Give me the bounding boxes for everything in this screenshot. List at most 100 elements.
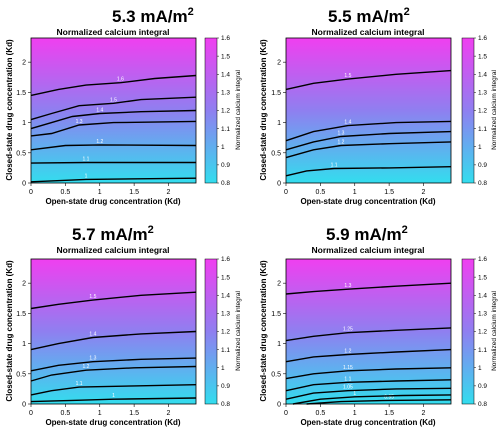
y-tick-label: 2 bbox=[277, 60, 281, 67]
contour-line bbox=[30, 397, 197, 403]
colorbar-tick-label: 1.5 bbox=[478, 274, 487, 281]
y-tick-label: 1 bbox=[277, 120, 281, 127]
contour-line bbox=[285, 69, 452, 91]
panel-0: 5.3 mA/m2 Normalized calcium integral 11… bbox=[5, 6, 242, 206]
contour-label: 1.15 bbox=[343, 365, 353, 371]
colorbar-tick-label: 1.5 bbox=[221, 53, 230, 60]
panel-subtitle: Normalized calcium integral bbox=[57, 245, 170, 255]
y-tick-label: 1 bbox=[277, 341, 281, 348]
colorbar-tick-label: 1.3 bbox=[478, 90, 487, 97]
contour-line bbox=[306, 399, 452, 405]
colorbar-tick-label: 1.1 bbox=[478, 347, 487, 354]
colorbar-ticks: 1 0.9 0.8 1.1 1.2 1.3 1.4 1.5 1.6 bbox=[217, 256, 230, 408]
contour-label: 1.5 bbox=[89, 294, 96, 300]
x-tick-label: 1.5 bbox=[384, 189, 394, 196]
y-tick-label: 0 bbox=[277, 402, 281, 409]
x-tick-label: 0.5 bbox=[61, 189, 71, 196]
contour-group: 1 1.1 1.2 1.3 1.4 1.5 1.6 bbox=[30, 74, 197, 183]
x-tick-label: 0 bbox=[284, 410, 288, 417]
contour-label: 1 bbox=[85, 173, 88, 179]
colorbar-tick-label: 1.5 bbox=[478, 53, 487, 60]
x-axis-label: Open-state drug concentration (Kd) bbox=[300, 418, 435, 427]
x-ticks: 0 0.5 1 1.5 2 bbox=[284, 404, 426, 417]
colorbar-label: Normalized calcium integral bbox=[235, 291, 242, 371]
x-axis-label: Open-state drug concentration (Kd) bbox=[45, 197, 180, 206]
contour-label: 1.3 bbox=[76, 119, 83, 125]
panel-subtitle: Normalized calcium integral bbox=[312, 27, 425, 37]
contour-label: 1.6 bbox=[117, 77, 124, 83]
y-axis-label: Closed-state drug concentration (Kd) bbox=[259, 260, 268, 402]
plot-area bbox=[286, 38, 451, 183]
y-tick-label: 0.5 bbox=[271, 371, 281, 378]
colorbar-tick-label: 0.8 bbox=[478, 180, 487, 187]
contour-line bbox=[30, 357, 197, 372]
colorbar-ticks: 1 0.9 0.8 1.1 1.2 1.3 1.4 1.5 1.6 bbox=[474, 35, 487, 187]
contour-line bbox=[285, 387, 452, 400]
contour-label: 1.2 bbox=[338, 140, 345, 146]
colorbar-tick-label: 1.2 bbox=[221, 329, 230, 336]
colorbar-tick-label: 1 bbox=[221, 365, 225, 372]
colorbar-label: Normalized calcium integral bbox=[491, 70, 498, 150]
colorbar-tick-label: 1.6 bbox=[478, 256, 487, 263]
panel-title: 5.5 mA/m2 bbox=[328, 6, 410, 26]
y-tick-label: 1.5 bbox=[271, 90, 281, 97]
colorbar-tick-label: 1.6 bbox=[221, 256, 230, 263]
contour-label: 1.2 bbox=[344, 349, 351, 355]
contour-line bbox=[30, 330, 197, 351]
colorbar-tick-label: 1.3 bbox=[478, 311, 487, 318]
colorbar-tick-label: 1.1 bbox=[221, 126, 230, 133]
contour-label: 1.1 bbox=[331, 163, 338, 169]
contour-label: 1.3 bbox=[338, 131, 345, 137]
panel-subtitle: Normalized calcium integral bbox=[312, 245, 425, 255]
y-tick-label: 0 bbox=[22, 402, 26, 409]
contour-label: 1.2 bbox=[83, 364, 90, 370]
x-ticks: 0 0.5 1 1.5 2 bbox=[29, 183, 171, 196]
y-tick-label: 1 bbox=[22, 120, 26, 127]
colorbar-tick-label: 1.6 bbox=[221, 35, 230, 42]
x-tick-label: 2 bbox=[167, 189, 171, 196]
y-axis-label: Closed-state drug concentration (Kd) bbox=[259, 39, 268, 181]
x-tick-label: 0 bbox=[29, 189, 33, 196]
colorbar bbox=[204, 258, 218, 405]
x-tick-label: 1.5 bbox=[129, 410, 139, 417]
colorbar-tick-label: 1.1 bbox=[221, 347, 230, 354]
contour-line bbox=[292, 394, 452, 405]
contour-line bbox=[285, 130, 452, 151]
colorbar-label: Normalized calcium integral bbox=[491, 291, 498, 371]
plot-area bbox=[31, 259, 196, 404]
contour-label: 0.95 bbox=[384, 394, 394, 400]
contour-label: 1.25 bbox=[343, 327, 353, 333]
contour-line bbox=[30, 161, 196, 164]
colorbar-tick-label: 1.2 bbox=[221, 108, 230, 115]
contour-group: 1 1.1 1.2 1.3 1.4 1.5 bbox=[30, 291, 197, 403]
y-tick-label: 1.5 bbox=[16, 311, 26, 318]
contour-label: 1.5 bbox=[110, 97, 117, 103]
contour-line bbox=[30, 120, 197, 137]
colorbar-tick-label: 1.4 bbox=[221, 71, 230, 78]
contour-line bbox=[30, 96, 197, 121]
contour-line bbox=[285, 282, 452, 295]
x-tick-label: 1 bbox=[98, 189, 102, 196]
contour-label: 1.3 bbox=[344, 283, 351, 289]
contour-line bbox=[285, 348, 452, 363]
contour-line bbox=[285, 379, 452, 392]
x-axis-label: Open-state drug concentration (Kd) bbox=[300, 197, 435, 206]
x-tick-label: 1.5 bbox=[384, 410, 394, 417]
y-ticks: 0 0.5 1 1.5 2 bbox=[16, 281, 31, 409]
contour-label: 1.5 bbox=[344, 73, 351, 79]
colorbar-tick-label: 1.2 bbox=[478, 108, 487, 115]
y-tick-label: 2 bbox=[22, 281, 26, 288]
x-ticks: 0 0.5 1 1.5 2 bbox=[284, 183, 426, 196]
contour-line bbox=[285, 327, 452, 342]
y-ticks: 0 0.5 1 1.5 2 bbox=[271, 281, 286, 409]
colorbar-tick-label: 0.9 bbox=[478, 162, 487, 169]
colorbar-tick-label: 1 bbox=[478, 365, 482, 372]
plot-frame bbox=[30, 37, 197, 184]
contour-line bbox=[30, 291, 197, 310]
colorbar-tick-label: 0.9 bbox=[221, 383, 230, 390]
colorbar-tick-label: 0.8 bbox=[221, 180, 230, 187]
contour-label: 1 bbox=[112, 393, 115, 399]
y-ticks: 0 0.5 1 1.5 2 bbox=[271, 60, 286, 188]
contour-line bbox=[30, 177, 197, 183]
